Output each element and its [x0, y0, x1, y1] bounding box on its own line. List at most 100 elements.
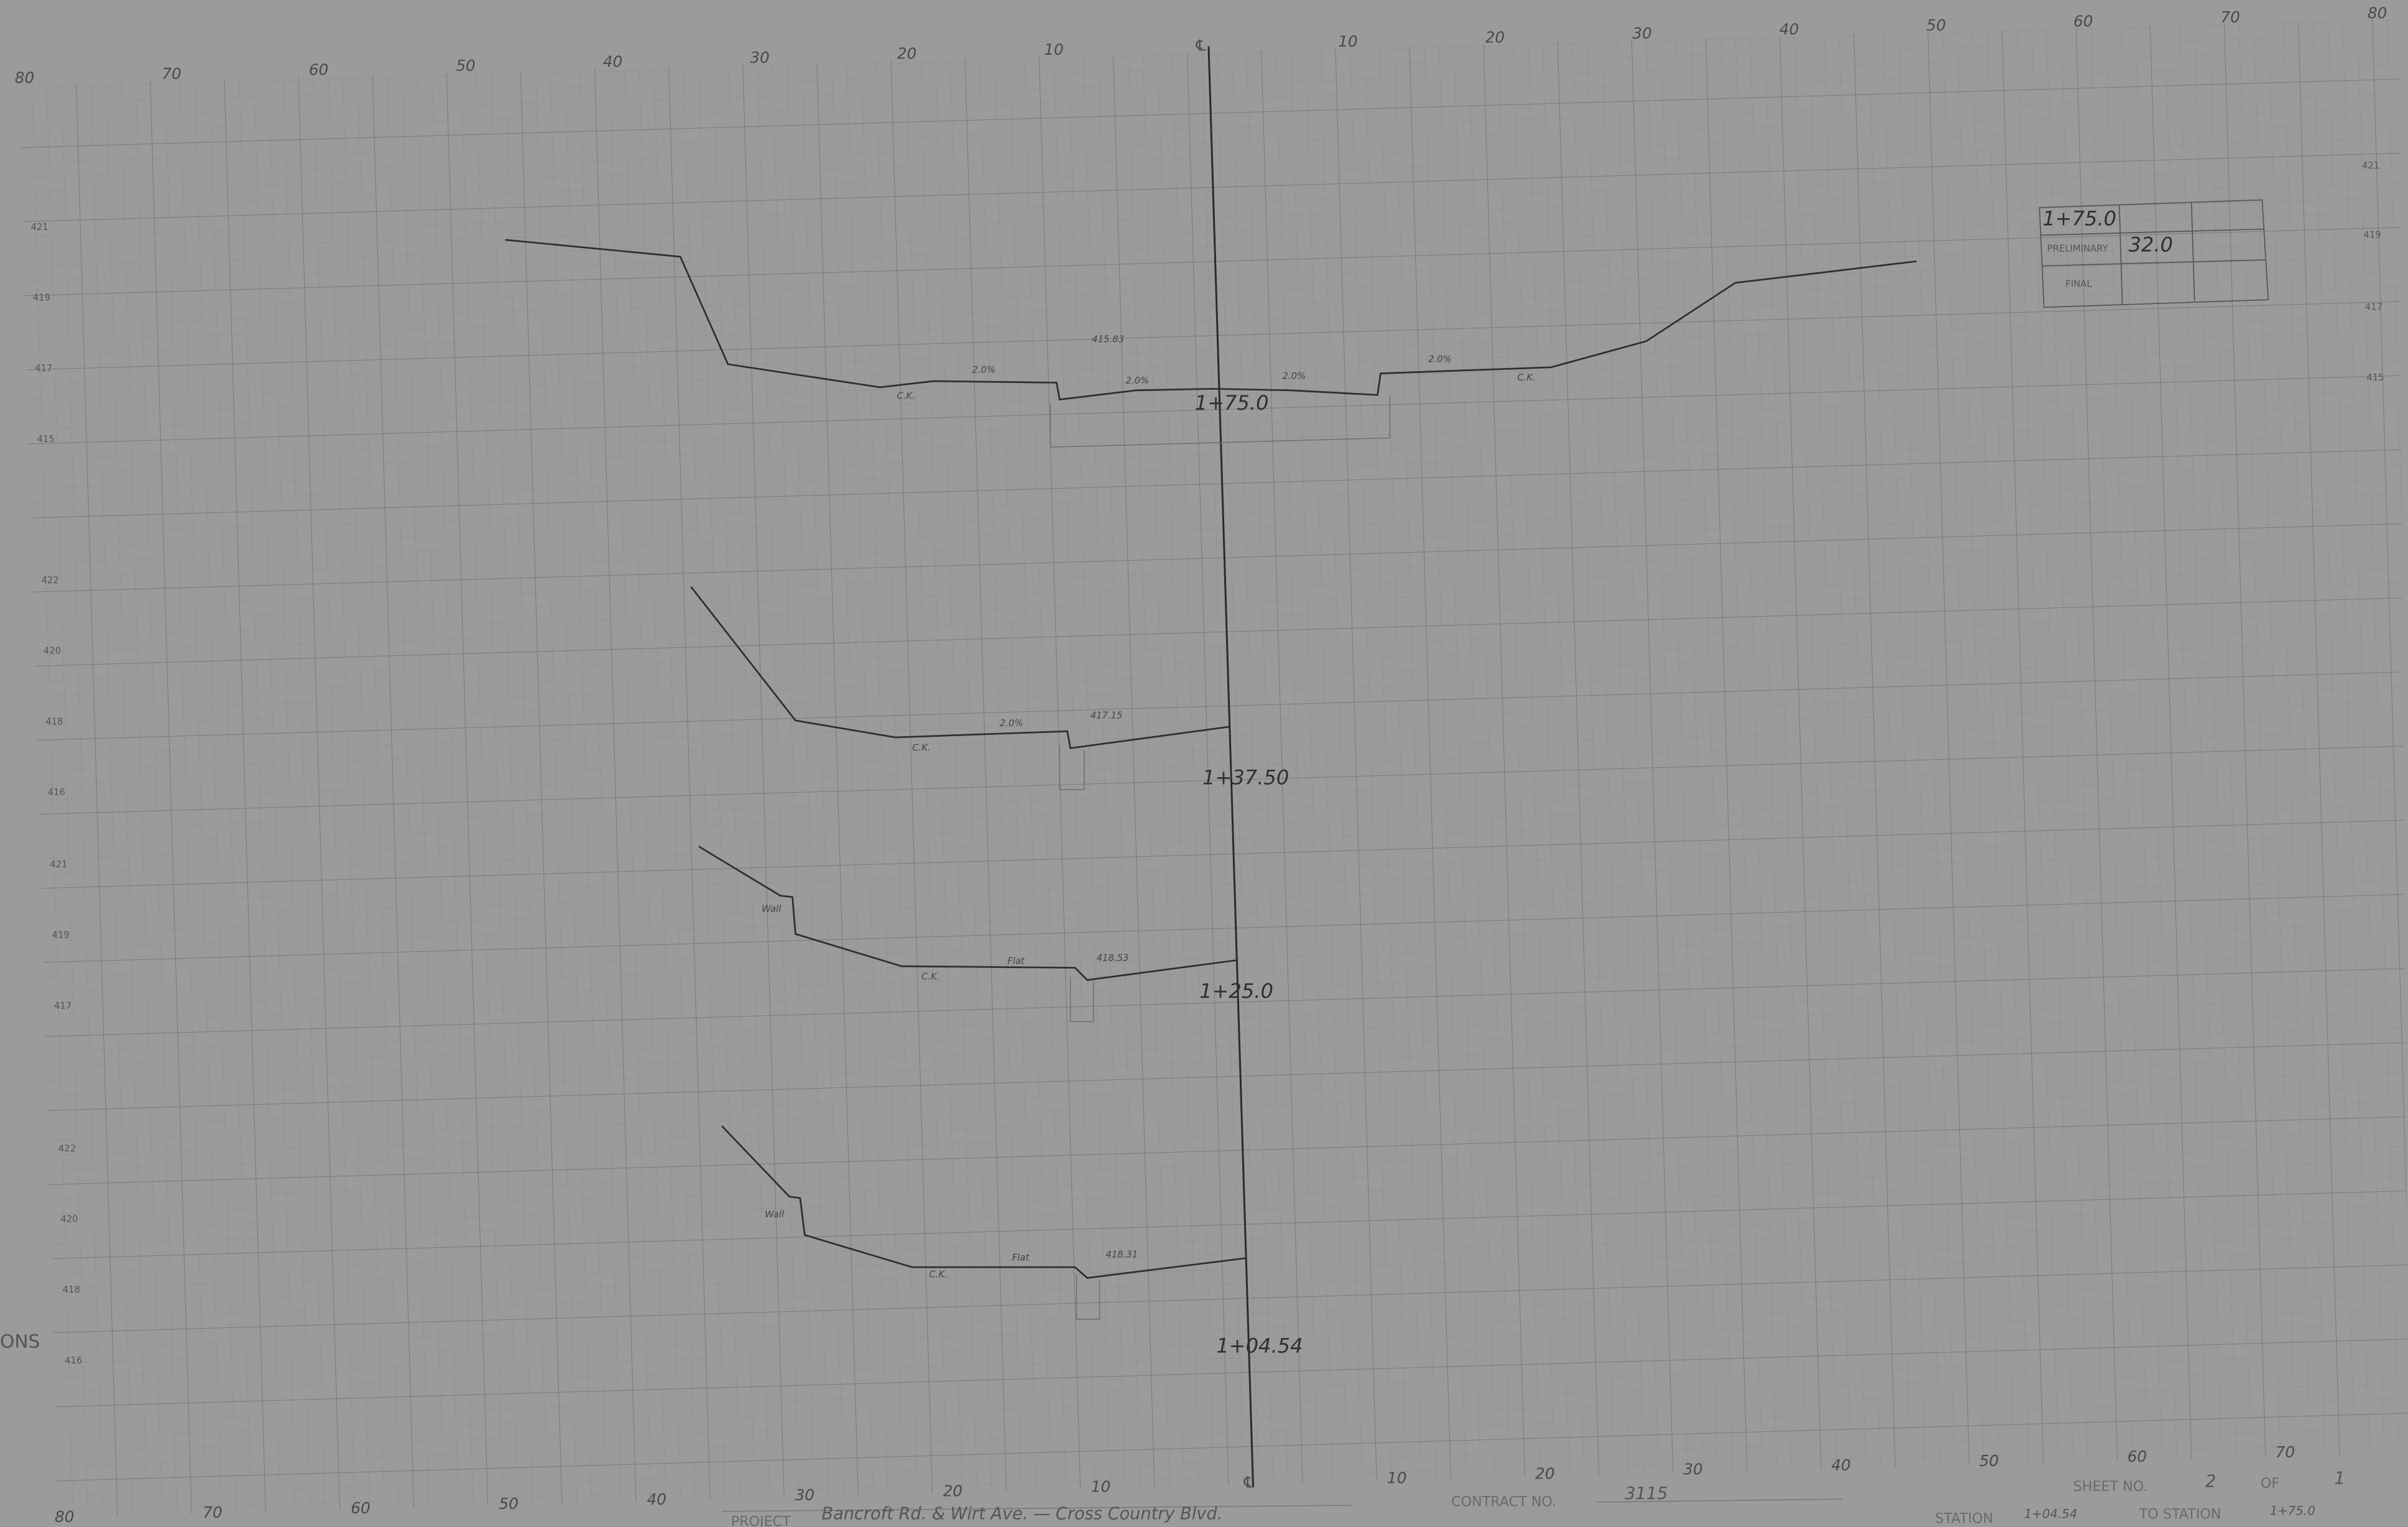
top-axis-label: 50: [1926, 16, 1945, 34]
top-axis-label: 60: [2074, 12, 2093, 30]
elevation-label: 421: [2362, 160, 2379, 171]
bottom-axis-label: ℄: [1242, 1473, 1256, 1491]
top-axis-label: 30: [1632, 24, 1651, 42]
bottom-axis-label: 40: [1831, 1456, 1850, 1474]
station-label: 1+75.0: [1195, 391, 1269, 415]
footer-label: SHEET NO.: [2074, 1479, 2148, 1495]
footer-value: 1+75.0: [2270, 1503, 2315, 1518]
top-axis-label: 70: [2220, 8, 2240, 26]
footer-rule: [1597, 1498, 1843, 1503]
profile-note: 418.53: [1097, 953, 1129, 964]
profile-note: Wall: [762, 904, 782, 915]
profile-note: 2.0%: [1428, 354, 1452, 364]
profile-note: Wall: [765, 1209, 785, 1220]
profile-note: C.K.: [1517, 372, 1535, 383]
footer-value: 1: [2334, 1469, 2345, 1488]
profile-note: 415.83: [1092, 334, 1124, 344]
footer-label: STATION: [1935, 1511, 1993, 1527]
footer-rule: [721, 1505, 1352, 1512]
bottom-axis-label: 50: [1979, 1452, 1998, 1470]
bottom-axis-label: 40: [647, 1490, 666, 1508]
profile-note: 2.0%: [1282, 371, 1306, 382]
footer-label: CONTRACT NO.: [1451, 1494, 1556, 1510]
elevation-label: 416: [48, 787, 65, 798]
elevation-label: 420: [60, 1214, 78, 1225]
bottom-axis-label: 30: [795, 1486, 814, 1504]
elevation-label: 421: [30, 222, 48, 233]
top-axis-label: ℄: [1194, 36, 1207, 54]
table-value: 32.0: [2128, 233, 2173, 257]
top-axis-label: 50: [456, 57, 475, 75]
bottom-axis-label: 20: [1535, 1465, 1554, 1483]
section-profile: [505, 239, 1917, 448]
profile-note: C.K.: [921, 971, 939, 982]
station-table: [2039, 199, 2269, 308]
top-axis-label: 80: [2368, 4, 2387, 22]
top-axis-label: 30: [750, 48, 769, 67]
profile-note: Flat: [1012, 1252, 1030, 1263]
bottom-axis-label: 20: [943, 1482, 962, 1500]
elevation-label: 419: [33, 293, 50, 303]
elevation-label: 417: [2365, 302, 2383, 312]
footer-value: 2: [2205, 1472, 2216, 1491]
elevation-label: 422: [58, 1143, 76, 1154]
centerline: [1207, 46, 1255, 1487]
footer-value: 3115: [1625, 1484, 1668, 1503]
table-label: FINAL: [2065, 279, 2092, 289]
profile-note: C.K.: [897, 391, 915, 402]
elevation-label: 418: [63, 1285, 80, 1295]
elevation-label: 421: [50, 859, 67, 870]
footer-value: 1+04.54: [2024, 1506, 2077, 1521]
top-axis-label: 10: [1338, 32, 1357, 50]
top-axis-label: 10: [1044, 40, 1063, 58]
bottom-axis-label: 70: [203, 1503, 222, 1521]
profile-note: C.K.: [929, 1270, 947, 1280]
elevation-label: 420: [44, 646, 61, 657]
major-grid: [18, 19, 2408, 1518]
bottom-axis-label: 10: [1387, 1469, 1406, 1487]
table-label: PRELIMINARY: [2047, 244, 2109, 254]
bottom-axis-label: 10: [1091, 1477, 1110, 1495]
footer-value: Bancroft Rd. & Wirt Ave. — Cross Country…: [821, 1504, 1222, 1523]
profile-note: Flat: [1007, 956, 1025, 967]
bottom-axis-label: 30: [1683, 1460, 1702, 1479]
station-label: 1+37.50: [1202, 766, 1289, 790]
section-profile: [698, 846, 1239, 1022]
elevation-label: 417: [54, 1000, 72, 1011]
top-axis-label: 20: [1485, 29, 1505, 47]
elevation-label: 418: [45, 716, 63, 727]
elevation-label: 417: [35, 363, 52, 374]
footer-label: TO STATION: [2139, 1506, 2221, 1522]
table-station: 1+75.0: [2042, 207, 2116, 231]
bottom-axis-label: 60: [2128, 1447, 2147, 1465]
top-axis-label: 40: [603, 52, 622, 70]
elevation-label: 422: [41, 575, 58, 586]
bottom-axis-label: 80: [55, 1508, 74, 1526]
profile-note: C.K.: [912, 742, 930, 753]
section-profile: [721, 1125, 1247, 1320]
top-axis-label: 20: [897, 44, 916, 62]
elevation-label: 416: [65, 1355, 82, 1366]
elevation-label: 419: [52, 930, 70, 941]
top-axis-label: 40: [1779, 21, 1799, 39]
elevation-label: 419: [2363, 229, 2381, 240]
footer-label: OF: [2261, 1475, 2279, 1492]
profile-note: 2.0%: [1126, 376, 1150, 386]
top-axis-label: 70: [162, 65, 181, 83]
section-profile: [690, 586, 1230, 790]
profile-note: 417.15: [1091, 710, 1123, 721]
margin-text: ONS: [0, 1331, 40, 1352]
footer-label: PROJECT: [731, 1514, 791, 1527]
top-axis-label: 60: [309, 60, 328, 78]
top-axis-label: 80: [15, 68, 34, 86]
station-label: 1+04.54: [1216, 1334, 1303, 1358]
profile-note: 418.31: [1105, 1249, 1138, 1260]
profile-note: 2.0%: [1000, 718, 1023, 729]
bottom-axis-label: 60: [351, 1499, 370, 1517]
bottom-axis-label: 70: [2276, 1443, 2295, 1461]
profile-note: 2.0%: [972, 365, 996, 376]
bottom-axis-label: 50: [499, 1495, 518, 1513]
elevation-label: 415: [2366, 372, 2384, 383]
